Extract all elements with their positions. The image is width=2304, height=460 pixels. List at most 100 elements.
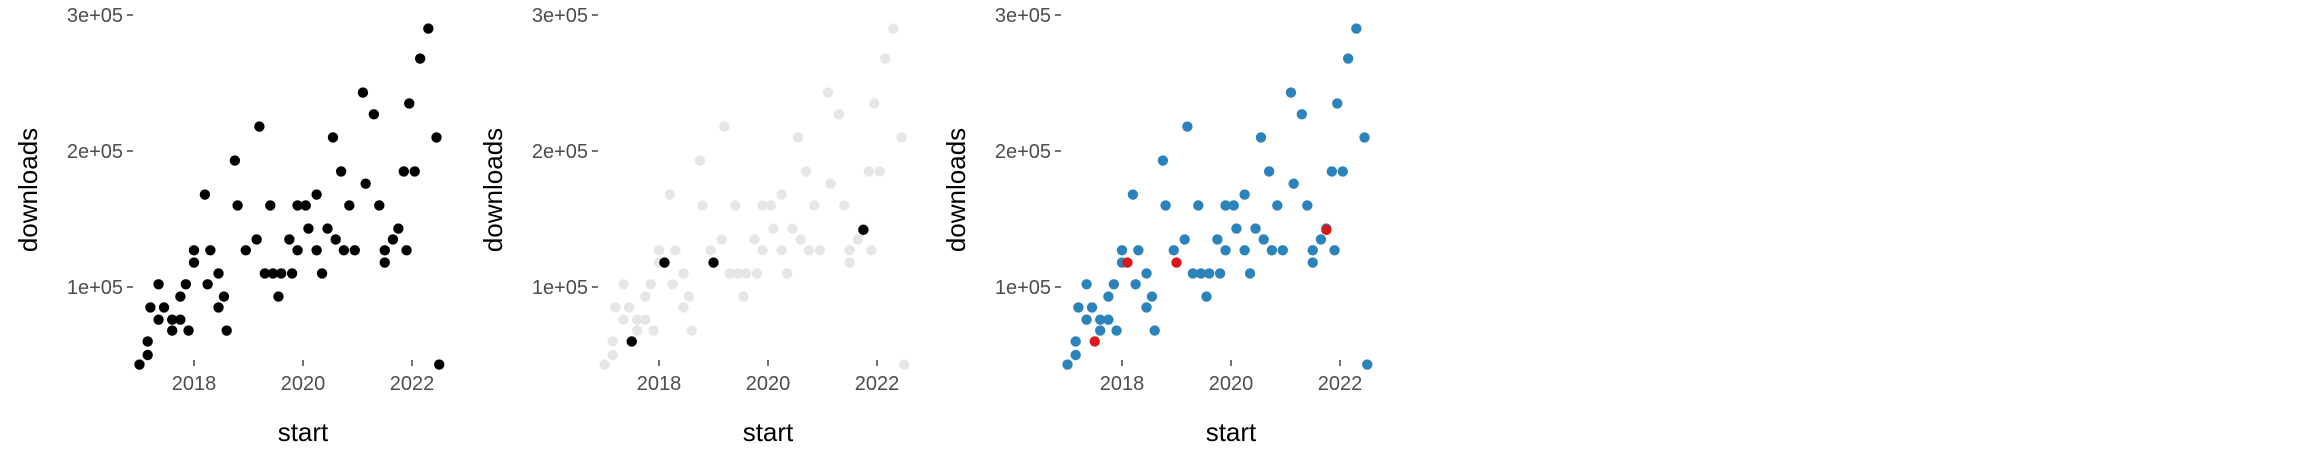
data-point (199, 189, 211, 200)
data-point (254, 121, 265, 132)
data-point (1108, 279, 1120, 290)
data-point (153, 279, 164, 290)
data-point (683, 291, 695, 302)
data-point (1302, 200, 1313, 211)
data-point (1342, 53, 1354, 64)
data-point (218, 291, 230, 302)
data-point (1332, 98, 1343, 109)
data-point (232, 200, 243, 211)
x-tick-label: 2022 (390, 373, 435, 395)
data-point (781, 268, 793, 279)
data-point (1277, 245, 1288, 256)
data-point (618, 314, 629, 325)
data-point (202, 279, 213, 290)
scatter-panel-right: 1e+05 2e+05 3e+05 2018 2020 2022 start download… (941, 5, 1373, 447)
data-point (833, 109, 845, 120)
data-point (803, 245, 815, 256)
data-point (188, 245, 200, 256)
data-point (697, 200, 708, 211)
data-point (866, 245, 877, 256)
data-point (1214, 268, 1226, 279)
data-point (175, 314, 186, 325)
data-point (1182, 121, 1193, 132)
highlighted-point (708, 257, 719, 268)
data-point (844, 245, 855, 256)
highlighted-point (626, 336, 637, 347)
data-point (1266, 245, 1278, 256)
data-point (1329, 245, 1340, 256)
data-point (792, 132, 804, 143)
data-point (1086, 302, 1098, 313)
data-point (787, 223, 798, 234)
data-point (357, 87, 369, 98)
data-point (368, 109, 380, 120)
data-point (678, 302, 689, 313)
x-tick-label: 2022 (855, 373, 900, 395)
data-point (1263, 166, 1275, 177)
data-point (398, 166, 410, 177)
data-point (240, 245, 251, 256)
data-point (618, 279, 629, 290)
data-point (741, 268, 752, 279)
data-point (1204, 268, 1215, 279)
scatter-panel-middle: 1e+05 2e+05 3e+05 2018 2020 2022 start download… (478, 5, 910, 447)
data-point (640, 291, 651, 302)
data-point (1195, 268, 1207, 279)
data-point (1081, 314, 1092, 325)
data-point (1258, 234, 1269, 245)
data-point (1081, 279, 1092, 290)
data-point (1307, 257, 1318, 268)
data-point (292, 200, 303, 211)
data-point (776, 245, 787, 256)
x-tick-label: 2018 (172, 373, 217, 395)
y-axis-title: downloads (941, 128, 971, 252)
data-point (732, 268, 744, 279)
data-point (338, 245, 350, 256)
data-point (1070, 349, 1081, 361)
data-point (1062, 359, 1073, 370)
data-point (825, 178, 836, 189)
data-point (768, 223, 779, 234)
data-point (229, 155, 241, 166)
data-point (1359, 132, 1370, 143)
data-point (404, 98, 415, 109)
x-tick-label: 2020 (1209, 373, 1254, 395)
data-point (379, 245, 390, 256)
data-point (205, 245, 216, 256)
data-point (776, 189, 787, 200)
data-point (1193, 200, 1204, 211)
data-point (1127, 189, 1139, 200)
data-point (751, 268, 763, 279)
data-point (724, 268, 736, 279)
data-point (1307, 245, 1318, 256)
data-point (1103, 291, 1114, 302)
data-point (844, 257, 855, 268)
data-point (1103, 314, 1114, 325)
data-point (1073, 302, 1084, 313)
data-point (1095, 314, 1106, 325)
data-point (1201, 291, 1212, 302)
data-point (393, 223, 404, 234)
data-point (757, 245, 768, 256)
data-point (730, 200, 741, 211)
highlighted-point (858, 224, 869, 236)
data-point (273, 291, 284, 302)
data-point (1160, 200, 1171, 211)
data-point (1220, 200, 1231, 211)
data-point (1130, 279, 1141, 290)
data-point (158, 302, 170, 313)
y-tick-label: 3e+05 (67, 5, 123, 27)
x-axis-title: start (1206, 417, 1257, 447)
data-point (716, 234, 727, 245)
data-point (852, 234, 864, 245)
data-point (694, 155, 706, 166)
data-point (1149, 325, 1160, 336)
data-point (311, 245, 322, 256)
data-point (1231, 223, 1242, 234)
data-point (809, 200, 820, 211)
data-point (153, 314, 164, 325)
y-tick-label: 3e+05 (532, 5, 588, 27)
y-tick-label: 1e+05 (532, 277, 588, 299)
data-point (286, 268, 298, 279)
